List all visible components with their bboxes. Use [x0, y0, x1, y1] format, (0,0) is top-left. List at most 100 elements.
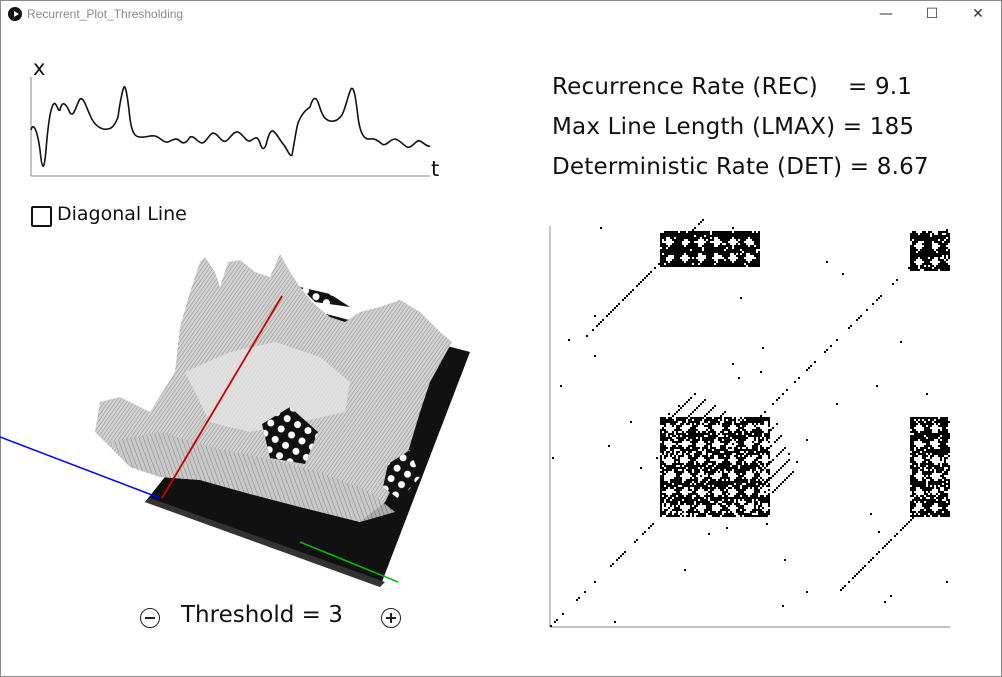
recurrence-plot	[549, 219, 950, 628]
recurrence-point	[910, 425, 912, 427]
recurrence-point	[938, 257, 940, 259]
maximize-button[interactable]: ☐	[925, 6, 939, 22]
recurrence-point	[662, 493, 664, 495]
surface-3d-view[interactable]	[0, 232, 500, 592]
recurrence-point	[740, 437, 742, 439]
recurrence-point	[922, 467, 924, 469]
recurrence-point	[946, 451, 948, 453]
recurrence-point	[946, 487, 948, 489]
threshold-label: Threshold = 3	[181, 602, 343, 628]
recurrence-point	[752, 419, 754, 421]
recurrence-point	[738, 481, 740, 483]
threshold-increase-button[interactable]	[381, 608, 401, 628]
recurrence-point	[946, 247, 948, 249]
recurrence-point	[708, 253, 710, 255]
recurrence-point	[932, 255, 934, 257]
recurrence-point	[716, 235, 718, 237]
recurrence-point	[684, 433, 686, 435]
recurrence-point	[912, 247, 914, 249]
recurrence-point	[698, 469, 700, 471]
recurrence-point	[678, 487, 680, 489]
recurrence-point	[706, 263, 708, 265]
recurrence-point	[942, 245, 944, 247]
recurrence-point	[702, 433, 704, 435]
recurrence-point	[664, 483, 666, 485]
recurrence-point	[766, 523, 768, 525]
recurrence-point	[938, 265, 940, 267]
recurrence-point	[684, 451, 686, 453]
recurrence-point	[702, 251, 704, 253]
recurrence-point	[684, 497, 686, 499]
recurrence-point	[750, 455, 752, 457]
recurrence-point	[940, 241, 942, 243]
recurrence-point	[668, 413, 670, 415]
recurrence-point	[926, 249, 928, 251]
recurrence-point	[672, 463, 674, 465]
recurrence-point	[910, 259, 912, 261]
recurrence-point	[756, 435, 758, 437]
recurrence-point	[740, 441, 742, 443]
recurrence-point	[940, 249, 942, 251]
recurrence-point	[748, 247, 750, 249]
recurrence-point	[666, 419, 668, 421]
recurrence-point	[916, 455, 918, 457]
close-button[interactable]: ✕	[972, 6, 984, 22]
recurrence-point	[756, 487, 758, 489]
recurrence-point	[704, 263, 706, 265]
recurrence-point	[710, 479, 712, 481]
recurrence-point	[912, 257, 914, 259]
recurrence-point	[692, 429, 694, 431]
recurrence-point	[696, 237, 698, 239]
recurrence-point	[926, 441, 928, 443]
diagonal-line-checkbox[interactable]	[31, 206, 52, 227]
threshold-decrease-button[interactable]	[140, 608, 160, 628]
recurrence-point	[910, 449, 912, 451]
recurrence-point	[914, 515, 916, 517]
recurrence-point	[722, 429, 724, 431]
recurrence-point	[678, 455, 680, 457]
recurrence-point	[754, 483, 756, 485]
recurrence-point	[922, 487, 924, 489]
recurrence-point	[686, 481, 688, 483]
recurrence-point	[736, 259, 738, 261]
recurrence-point	[866, 309, 868, 311]
recurrence-point	[672, 499, 674, 501]
recurrence-point	[930, 245, 932, 247]
recurrence-point	[726, 263, 728, 265]
recurrence-point	[732, 227, 734, 229]
recurrence-point	[946, 505, 948, 507]
recurrence-point	[710, 461, 712, 463]
recurrence-point	[664, 439, 666, 441]
recurrence-point	[748, 249, 750, 251]
minimize-button[interactable]: —	[879, 6, 893, 22]
recurrence-point	[928, 421, 930, 423]
recurrence-point	[942, 505, 944, 507]
recurrence-point	[762, 431, 764, 433]
recurrence-point	[922, 511, 924, 513]
recurrence-point	[726, 265, 728, 267]
recurrence-point	[624, 551, 626, 553]
recurrence-point	[694, 497, 696, 499]
recurrence-point	[928, 241, 930, 243]
title-bar[interactable]: Recurrent_Plot_Thresholding — ☐ ✕	[1, 1, 1001, 27]
recurrence-point	[742, 481, 744, 483]
recurrence-point	[670, 483, 672, 485]
recurrence-point	[696, 433, 698, 435]
recurrence-point	[734, 481, 736, 483]
recurrence-point	[934, 435, 936, 437]
recurrence-point	[702, 233, 704, 235]
recurrence-point	[724, 495, 726, 497]
recurrence-point	[662, 417, 664, 419]
recurrence-point	[946, 463, 948, 465]
recurrence-point	[922, 469, 924, 471]
recurrence-point	[688, 471, 690, 473]
recurrence-point	[698, 497, 700, 499]
recurrence-point	[708, 513, 710, 515]
recurrence-point	[586, 335, 588, 337]
recurrence-point	[926, 439, 928, 441]
recurrence-point	[930, 269, 932, 271]
recurrence-point	[746, 261, 748, 263]
recurrence-point	[922, 255, 924, 257]
recurrence-point	[734, 447, 736, 449]
recurrence-point	[690, 469, 692, 471]
